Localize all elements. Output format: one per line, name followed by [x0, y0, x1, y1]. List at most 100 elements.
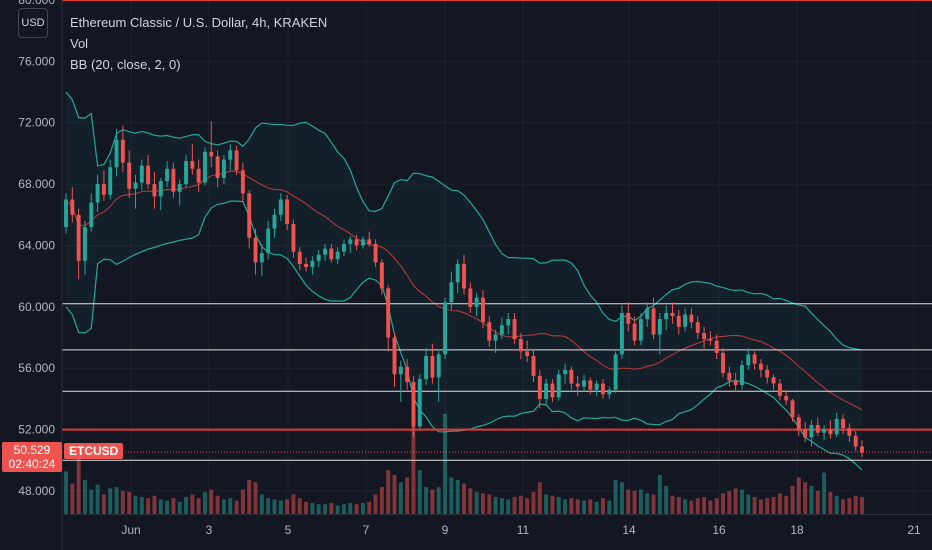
candle-body[interactable]: [304, 263, 309, 267]
candle-body[interactable]: [714, 340, 719, 353]
candle-body[interactable]: [196, 168, 201, 183]
candle-body[interactable]: [847, 428, 852, 436]
candle-body[interactable]: [683, 314, 688, 327]
candle-body[interactable]: [815, 425, 820, 433]
candle-body[interactable]: [601, 383, 605, 395]
candle-body[interactable]: [171, 168, 176, 192]
candle-body[interactable]: [702, 332, 707, 340]
candle-body[interactable]: [752, 354, 757, 364]
candle-body[interactable]: [430, 355, 435, 378]
candle-body[interactable]: [177, 184, 182, 192]
candle-body[interactable]: [329, 248, 334, 260]
candle-body[interactable]: [165, 168, 170, 182]
candle-body[interactable]: [139, 165, 144, 183]
candle-body[interactable]: [158, 181, 163, 197]
candle-body[interactable]: [272, 214, 277, 229]
candle-body[interactable]: [405, 366, 410, 383]
candle-body[interactable]: [234, 150, 239, 171]
candle-body[interactable]: [64, 199, 68, 228]
candle-body[interactable]: [758, 363, 763, 370]
candle-body[interactable]: [323, 248, 327, 255]
candle-body[interactable]: [525, 351, 530, 356]
candle-body[interactable]: [828, 429, 833, 435]
candle-body[interactable]: [411, 382, 416, 427]
candle-body[interactable]: [645, 308, 650, 320]
candle-body[interactable]: [95, 184, 100, 203]
candle-body[interactable]: [582, 380, 586, 387]
candle-body[interactable]: [247, 193, 252, 238]
candle-body[interactable]: [537, 375, 542, 399]
candle-body[interactable]: [316, 254, 321, 261]
bollinger-indicator-label[interactable]: BB (20, close, 2, 0): [70, 57, 181, 72]
candle-body[interactable]: [228, 150, 233, 160]
candle-body[interactable]: [834, 418, 839, 435]
candle-body[interactable]: [82, 227, 87, 261]
candle-body[interactable]: [120, 139, 125, 163]
candle-body[interactable]: [114, 139, 119, 168]
candle-body[interactable]: [443, 302, 448, 355]
candle-body[interactable]: [424, 355, 429, 379]
candle-body[interactable]: [512, 319, 517, 340]
candle-body[interactable]: [392, 337, 397, 375]
candle-body[interactable]: [76, 214, 81, 261]
candle-body[interactable]: [676, 316, 681, 327]
candle-body[interactable]: [638, 319, 643, 341]
candle-body[interactable]: [506, 319, 511, 326]
candle-body[interactable]: [575, 383, 580, 387]
candle-body[interactable]: [184, 161, 188, 185]
candle-body[interactable]: [417, 378, 422, 427]
candle-body[interactable]: [310, 260, 315, 267]
candle-body[interactable]: [367, 239, 372, 244]
candle-body[interactable]: [89, 202, 94, 228]
candle-body[interactable]: [777, 383, 782, 396]
candle-body[interactable]: [531, 355, 536, 376]
candle-body[interactable]: [70, 199, 75, 215]
candle-body[interactable]: [594, 383, 599, 390]
candle-body[interactable]: [285, 199, 290, 225]
candle-body[interactable]: [626, 313, 631, 324]
candle-body[interactable]: [695, 322, 700, 333]
candle-body[interactable]: [360, 239, 365, 246]
candle-body[interactable]: [613, 354, 618, 390]
candle-body[interactable]: [455, 263, 460, 283]
candle-body[interactable]: [727, 372, 732, 381]
candle-body[interactable]: [335, 251, 340, 260]
candle-body[interactable]: [108, 167, 113, 195]
candle-body[interactable]: [632, 323, 637, 341]
candle-body[interactable]: [689, 314, 694, 323]
candle-body[interactable]: [278, 199, 283, 215]
candle-body[interactable]: [127, 162, 132, 189]
candle-body[interactable]: [853, 435, 858, 447]
candle-body[interactable]: [297, 251, 302, 264]
candle-body[interactable]: [588, 380, 593, 390]
candle-body[interactable]: [657, 319, 662, 335]
candle-body[interactable]: [765, 369, 770, 378]
candle-body[interactable]: [822, 429, 827, 433]
candle-body[interactable]: [841, 418, 846, 429]
symbol-title[interactable]: Ethereum Classic / U.S. Dollar, 4h, KRAK…: [70, 15, 328, 30]
candle-body[interactable]: [386, 288, 391, 338]
candle-body[interactable]: [398, 366, 403, 375]
candle-body[interactable]: [342, 243, 346, 252]
candle-body[interactable]: [771, 377, 776, 384]
candle-body[interactable]: [544, 383, 549, 399]
candle-body[interactable]: [354, 239, 359, 246]
candle-body[interactable]: [670, 313, 675, 317]
candle-body[interactable]: [133, 182, 138, 189]
candle-body[interactable]: [240, 170, 245, 194]
candle-body[interactable]: [209, 151, 214, 157]
candle-body[interactable]: [619, 313, 624, 355]
candle-body[interactable]: [556, 374, 561, 398]
candle-body[interactable]: [607, 389, 612, 395]
candle-body[interactable]: [373, 243, 378, 263]
candle-body[interactable]: [809, 425, 814, 438]
candle-body[interactable]: [266, 228, 271, 254]
candle-body[interactable]: [291, 224, 296, 252]
candle-body[interactable]: [259, 253, 264, 263]
candle-body[interactable]: [493, 334, 498, 341]
candle-body[interactable]: [790, 400, 795, 418]
candle-body[interactable]: [733, 380, 738, 386]
candle-body[interactable]: [651, 308, 656, 335]
candle-body[interactable]: [499, 325, 504, 335]
